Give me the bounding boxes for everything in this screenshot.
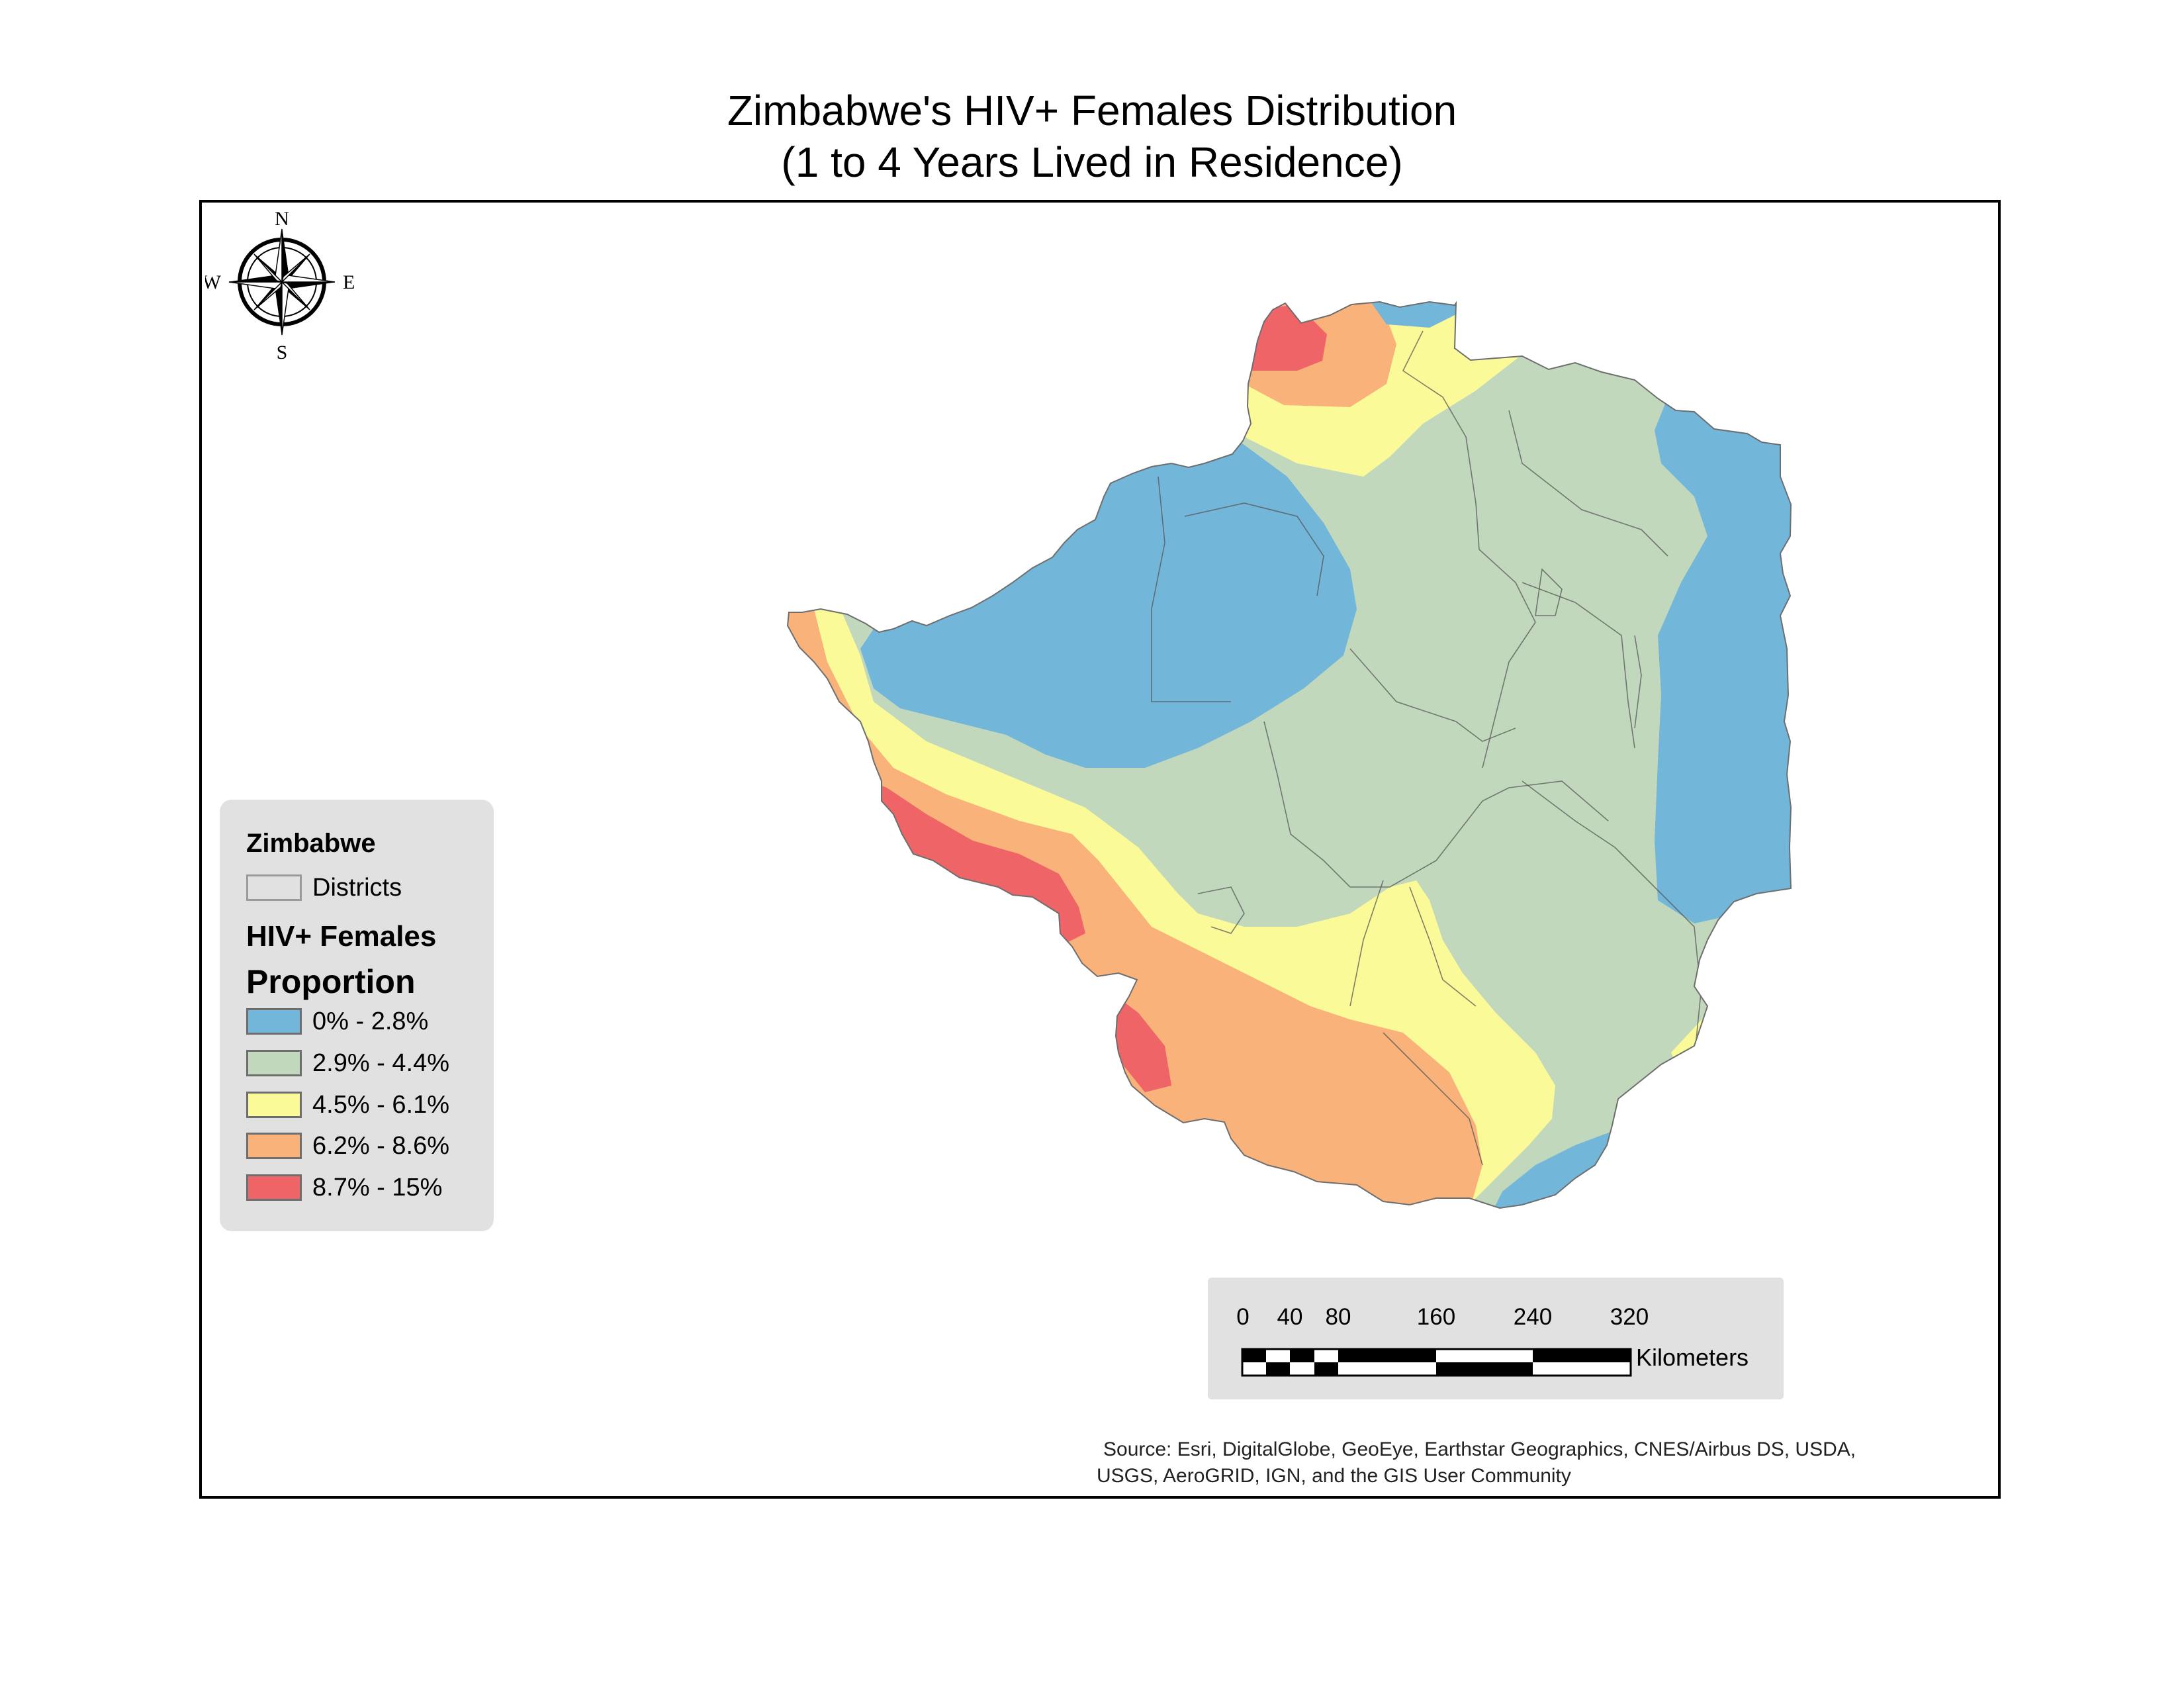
class-band-5-beitbridge-spot <box>1039 933 1059 973</box>
legend-class-label: 4.5% - 6.1% <box>312 1090 449 1119</box>
hiv-proportion-surface <box>788 302 1791 1208</box>
scale-tick-label: 80 <box>1325 1304 1351 1330</box>
district-boundaries <box>1151 330 1702 1166</box>
class-band-1-north-tip <box>1363 302 1456 328</box>
compass-e-label: E <box>343 271 355 293</box>
legend-class-swatch <box>246 1008 302 1035</box>
compass-w-label: W <box>205 271 222 293</box>
legend-field-subtitle: Proportion <box>246 963 416 1000</box>
source-credit-line-1: Source: Esri, DigitalGlobe, GeoEye, Eart… <box>1103 1438 1856 1460</box>
legend-class-swatch <box>246 1050 302 1076</box>
class-band-5-north <box>1244 305 1327 371</box>
scale-tick-label: 40 <box>1277 1304 1303 1330</box>
legend-class-row: 8.7% - 15% <box>246 1172 442 1203</box>
legend-districts-label: Districts <box>312 873 402 902</box>
class-band-4-southwest <box>788 609 1482 1208</box>
legend-class-row: 0% - 2.8% <box>246 1006 428 1037</box>
source-credit-line-2: USGS, AeroGRID, IGN, and the GIS User Co… <box>1097 1465 1571 1487</box>
compass-s-label: S <box>277 342 288 363</box>
legend-class-row: 2.9% - 4.4% <box>246 1048 449 1078</box>
scale-tick-label: 240 <box>1513 1304 1553 1330</box>
scale-bar: 0 40 80 160 240 320 Kilometers <box>1208 1278 1784 1399</box>
class-band-1-east <box>1655 397 1791 923</box>
compass-n-label: N <box>275 208 289 230</box>
source-credit: Source: Esri, DigitalGlobe, GeoEye, Eart… <box>1097 1436 1856 1489</box>
scale-tick-label: 160 <box>1416 1304 1456 1330</box>
legend-class-row: 6.2% - 8.6% <box>246 1131 449 1161</box>
legend-class-label: 2.9% - 4.4% <box>312 1049 449 1077</box>
map-title-line-2: (1 to 4 Years Lived in Residence) <box>781 138 1403 186</box>
legend-class-swatch <box>246 1133 302 1159</box>
legend-districts-row: Districts <box>246 872 402 903</box>
legend-class-label: 6.2% - 8.6% <box>312 1131 449 1160</box>
legend-class-swatch <box>246 1174 302 1201</box>
scale-bar-graphic <box>1241 1348 1632 1377</box>
scale-unit-label: Kilometers <box>1636 1344 1749 1371</box>
scale-tick-label: 320 <box>1610 1304 1649 1330</box>
legend-class-label: 8.7% - 15% <box>312 1173 443 1201</box>
class-band-1-west <box>860 430 1357 768</box>
legend-districts-swatch <box>246 874 302 901</box>
legend-class-row: 4.5% - 6.1% <box>246 1090 449 1120</box>
legend-class-swatch <box>246 1092 302 1118</box>
map-frame <box>199 200 2001 1499</box>
map-legend: Zimbabwe Districts HIV+ Females Proporti… <box>220 800 494 1231</box>
legend-layer-title: Zimbabwe <box>246 829 376 858</box>
map-title-line-1: Zimbabwe's HIV+ Females Distribution <box>727 87 1457 134</box>
legend-class-label: 0% - 2.8% <box>312 1007 429 1035</box>
scale-tick-label: 0 <box>1236 1304 1250 1330</box>
class-band-5-south <box>1112 993 1171 1092</box>
legend-field-title: HIV+ Females <box>246 920 437 953</box>
compass-rose-icon: N S E W <box>205 208 355 363</box>
